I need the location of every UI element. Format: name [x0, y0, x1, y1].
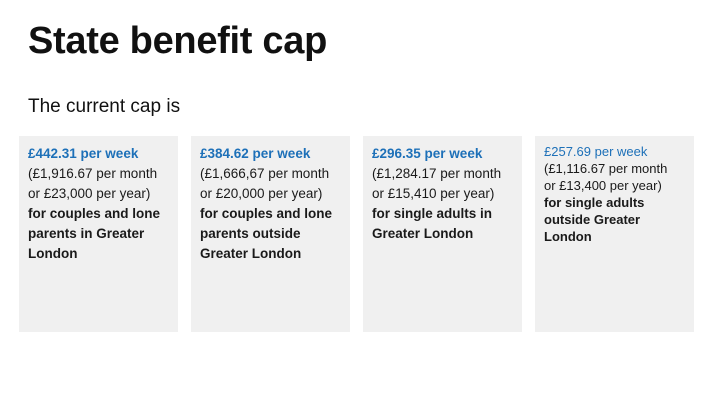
cap-card-single-outside-london: £257.69 per week (£1,116.67 per month or… [535, 136, 694, 332]
weekly-amount: £296.35 per week [372, 146, 483, 161]
weekly-amount: £384.62 per week [200, 146, 311, 161]
yearly-amount: or £13,400 per year) [544, 178, 662, 193]
cap-description: for couples and lone parents outside Gre… [200, 206, 333, 261]
yearly-amount: or £20,000 per year) [200, 186, 323, 201]
cap-card-couples-outside-london: £384.62 per week (£1,666,67 per month or… [191, 136, 350, 332]
monthly-amount: (£1,284.17 per month [372, 166, 502, 181]
slide-title: State benefit cap [28, 20, 327, 62]
cap-description: for couples and lone parents in Greater … [28, 206, 161, 261]
cap-card-couples-london: £442.31 per week (£1,916.67 per month or… [19, 136, 178, 332]
cap-card-single-london: £296.35 per week (£1,284.17 per month or… [363, 136, 522, 332]
weekly-amount: £442.31 per week [28, 146, 139, 161]
monthly-amount: (£1,916.67 per month [28, 166, 158, 181]
cap-description: for single adults outside Greater London [544, 195, 645, 244]
cap-description: for single adults in Greater London [372, 206, 493, 241]
monthly-amount: (£1,666,67 per month [200, 166, 330, 181]
slide-subtitle: The current cap is [28, 96, 181, 117]
yearly-amount: or £15,410 per year) [372, 186, 495, 201]
monthly-amount: (£1,116.67 per month [544, 161, 668, 176]
weekly-amount: £257.69 per week [544, 144, 648, 159]
yearly-amount: or £23,000 per year) [28, 186, 151, 201]
